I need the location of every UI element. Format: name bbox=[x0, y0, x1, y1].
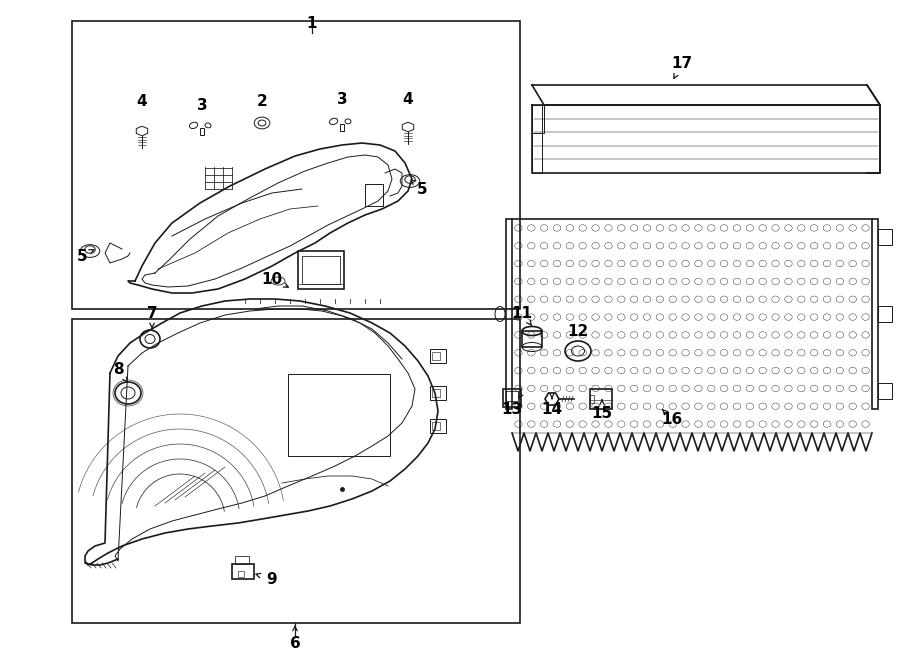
Text: 5: 5 bbox=[76, 249, 87, 264]
Text: 15: 15 bbox=[591, 405, 613, 420]
Bar bbox=[432, 352, 440, 360]
Text: 9: 9 bbox=[266, 572, 277, 586]
Text: 6: 6 bbox=[290, 635, 301, 650]
Bar bbox=[72, 319, 520, 623]
Text: 4: 4 bbox=[137, 93, 148, 108]
Text: 3: 3 bbox=[337, 91, 347, 106]
Bar bbox=[503, 389, 521, 407]
Bar bbox=[365, 184, 383, 206]
Bar bbox=[532, 105, 542, 173]
Text: 4: 4 bbox=[402, 91, 413, 106]
Bar bbox=[235, 556, 249, 564]
Text: 8: 8 bbox=[112, 362, 123, 377]
Bar bbox=[232, 564, 254, 579]
Text: 3: 3 bbox=[197, 98, 207, 112]
Text: 14: 14 bbox=[542, 401, 562, 416]
Text: 1: 1 bbox=[307, 15, 317, 30]
Text: 16: 16 bbox=[662, 412, 682, 426]
Bar bbox=[878, 229, 892, 245]
Bar bbox=[878, 383, 892, 399]
Text: 7: 7 bbox=[147, 305, 158, 321]
Bar bbox=[432, 389, 440, 397]
Text: 2: 2 bbox=[256, 93, 267, 108]
Text: 5: 5 bbox=[417, 182, 428, 196]
Bar bbox=[872, 219, 878, 409]
Bar bbox=[506, 219, 512, 409]
Text: 17: 17 bbox=[671, 56, 693, 71]
Bar bbox=[298, 251, 344, 289]
Text: 13: 13 bbox=[501, 401, 523, 416]
Bar bbox=[302, 256, 340, 284]
Bar bbox=[432, 422, 440, 430]
Bar bbox=[532, 105, 544, 133]
Bar bbox=[506, 391, 518, 401]
Bar bbox=[430, 386, 446, 400]
Bar bbox=[238, 571, 244, 577]
Bar bbox=[430, 419, 446, 433]
Bar bbox=[590, 395, 594, 403]
Text: 11: 11 bbox=[511, 305, 533, 321]
Bar bbox=[340, 124, 344, 131]
Bar bbox=[200, 128, 203, 135]
Bar bbox=[522, 331, 542, 347]
Bar bbox=[430, 349, 446, 363]
Text: 12: 12 bbox=[567, 323, 589, 338]
Text: 10: 10 bbox=[261, 272, 283, 286]
Bar bbox=[878, 306, 892, 322]
Bar bbox=[288, 374, 390, 456]
Bar bbox=[590, 389, 612, 409]
Bar bbox=[72, 21, 520, 309]
